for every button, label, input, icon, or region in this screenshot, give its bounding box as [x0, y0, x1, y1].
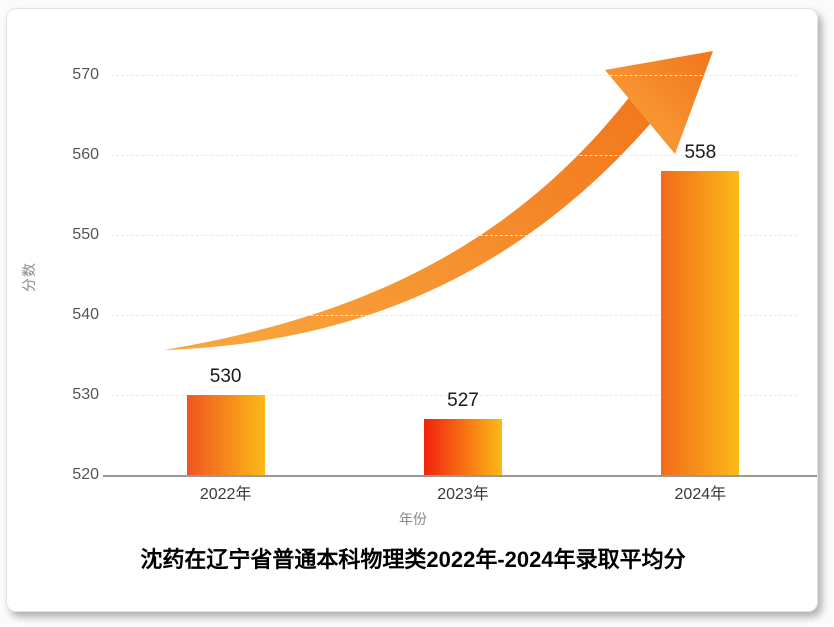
- y-tick-label-540: 540: [72, 306, 99, 323]
- x-tick-label-2022年: 2022年: [199, 486, 252, 503]
- gridline-530: [111, 395, 797, 396]
- x-axis-title: 年份: [399, 511, 427, 527]
- y-tick-label-550: 550: [72, 226, 99, 243]
- x-axis-line: [103, 475, 817, 477]
- y-tick-label-560: 560: [72, 146, 99, 163]
- x-tick-label-2023年: 2023年: [437, 486, 489, 503]
- gridline-550: [111, 235, 797, 236]
- y-axis-title: 分数: [21, 262, 37, 292]
- bar-2023年: [424, 419, 502, 475]
- arrow-swoosh-body: [164, 87, 663, 350]
- value-label-2024年: 558: [684, 142, 717, 163]
- x-tick-label-2024年: 2024年: [674, 486, 727, 503]
- chart-card: 分数 年份 沈药在辽宁省普通本科物理类2022年-2024年录取平均分 520 5…: [6, 8, 818, 612]
- y-tick-label-530: 530: [72, 386, 99, 403]
- y-tick-label-570: 570: [72, 66, 99, 83]
- gridline-570: [111, 75, 797, 76]
- value-label-2022年: 530: [209, 366, 242, 387]
- arrow-head: [605, 51, 713, 154]
- chart-title: 沈药在辽宁省普通本科物理类2022年-2024年录取平均分: [140, 547, 686, 572]
- bar-2024年: [661, 171, 740, 475]
- y-tick-label-520: 520: [72, 466, 99, 483]
- gridline-560: [111, 155, 797, 156]
- bar-chart: 分数 年份 沈药在辽宁省普通本科物理类2022年-2024年录取平均分 520 5…: [7, 9, 819, 613]
- value-label-2023年: 527: [447, 390, 479, 411]
- bar-2022年: [186, 395, 265, 475]
- gridline-540: [111, 315, 797, 316]
